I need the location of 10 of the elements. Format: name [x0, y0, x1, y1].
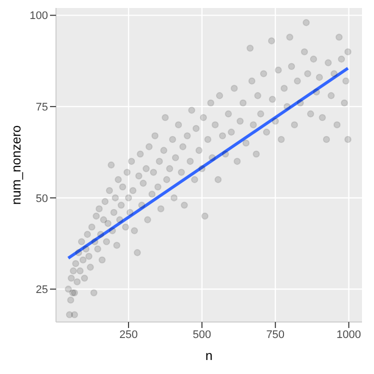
- y-tick-label: 100: [30, 10, 48, 22]
- x-axis-title: n: [205, 348, 213, 363]
- x-tick-label: 750: [266, 328, 285, 341]
- x-tick-label: 500: [192, 328, 212, 341]
- y-axis-title: num_nonzero: [8, 125, 24, 205]
- x-tick-label: 1000: [336, 328, 362, 341]
- x-tick-label: 250: [119, 328, 138, 341]
- y-tick-label: 75: [36, 101, 48, 114]
- y-tick-label: 25: [36, 284, 48, 296]
- y-tick-label: 50: [36, 192, 48, 205]
